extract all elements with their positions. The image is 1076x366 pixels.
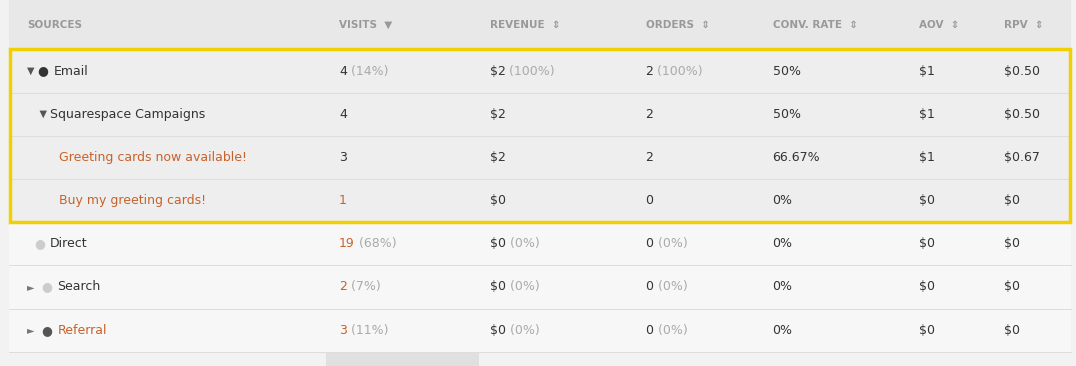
Text: ▼: ▼ — [27, 66, 34, 76]
Text: (0%): (0%) — [653, 237, 688, 250]
Text: 2: 2 — [646, 151, 653, 164]
Text: $0: $0 — [1004, 280, 1020, 294]
Text: $0.67: $0.67 — [1004, 151, 1039, 164]
Text: ▼: ▼ — [27, 109, 49, 119]
Text: ●: ● — [27, 237, 49, 250]
Text: $1: $1 — [919, 108, 935, 121]
Text: 0%: 0% — [773, 280, 793, 294]
Text: REVENUE  ⇕: REVENUE ⇕ — [490, 20, 561, 30]
Text: 50%: 50% — [773, 108, 801, 121]
Text: SOURCES: SOURCES — [27, 20, 82, 30]
Text: AOV  ⇕: AOV ⇕ — [919, 20, 960, 30]
Text: 1: 1 — [339, 194, 346, 207]
Text: $0: $0 — [490, 324, 506, 337]
Text: $0.50: $0.50 — [1004, 108, 1039, 121]
Text: $0: $0 — [1004, 237, 1020, 250]
Text: Buy my greeting cards!: Buy my greeting cards! — [27, 194, 206, 207]
Text: (100%): (100%) — [506, 64, 555, 78]
Text: $1: $1 — [919, 64, 935, 78]
Text: $0: $0 — [490, 280, 506, 294]
Text: (14%): (14%) — [346, 64, 388, 78]
FancyBboxPatch shape — [9, 0, 1071, 49]
Text: (0%): (0%) — [506, 237, 539, 250]
Text: RPV  ⇕: RPV ⇕ — [1004, 20, 1044, 30]
Text: 0: 0 — [646, 324, 653, 337]
Text: ●: ● — [34, 64, 54, 78]
Text: $0: $0 — [490, 237, 506, 250]
Text: 50%: 50% — [773, 64, 801, 78]
Text: $0: $0 — [919, 280, 935, 294]
Text: Search: Search — [57, 280, 100, 294]
Text: 0: 0 — [646, 280, 653, 294]
Text: (100%): (100%) — [653, 64, 703, 78]
Text: Direct: Direct — [49, 237, 87, 250]
Text: 4: 4 — [339, 108, 346, 121]
Text: $0: $0 — [1004, 324, 1020, 337]
Text: Referral: Referral — [57, 324, 107, 337]
Text: 3: 3 — [339, 324, 346, 337]
Text: $0: $0 — [919, 237, 935, 250]
Text: (0%): (0%) — [506, 280, 539, 294]
FancyBboxPatch shape — [9, 265, 1071, 309]
Text: $2: $2 — [490, 108, 506, 121]
Text: ●: ● — [34, 324, 57, 337]
Text: 0: 0 — [646, 237, 653, 250]
Text: VISITS  ▼: VISITS ▼ — [339, 20, 392, 30]
FancyBboxPatch shape — [9, 222, 1071, 265]
Text: $0: $0 — [490, 194, 506, 207]
Text: Email: Email — [54, 64, 88, 78]
Text: ORDERS  ⇕: ORDERS ⇕ — [646, 20, 709, 30]
Text: CONV. RATE  ⇕: CONV. RATE ⇕ — [773, 20, 858, 30]
FancyBboxPatch shape — [9, 93, 1071, 136]
Text: (7%): (7%) — [346, 280, 381, 294]
Text: Squarespace Campaigns: Squarespace Campaigns — [49, 108, 206, 121]
Text: $0: $0 — [919, 194, 935, 207]
Text: (0%): (0%) — [653, 324, 688, 337]
Text: $0: $0 — [1004, 194, 1020, 207]
Text: (0%): (0%) — [653, 280, 688, 294]
Text: 0: 0 — [646, 194, 653, 207]
Text: (11%): (11%) — [346, 324, 388, 337]
Text: 4: 4 — [339, 64, 346, 78]
Text: Greeting cards now available!: Greeting cards now available! — [27, 151, 246, 164]
FancyBboxPatch shape — [326, 0, 479, 366]
Text: $0.50: $0.50 — [1004, 64, 1039, 78]
Text: 2: 2 — [646, 108, 653, 121]
FancyBboxPatch shape — [9, 309, 1071, 352]
Text: 19: 19 — [339, 237, 355, 250]
FancyBboxPatch shape — [9, 179, 1071, 222]
Text: $2: $2 — [490, 151, 506, 164]
Text: (68%): (68%) — [355, 237, 396, 250]
Text: 3: 3 — [339, 151, 346, 164]
Text: $1: $1 — [919, 151, 935, 164]
FancyBboxPatch shape — [9, 49, 1071, 93]
Text: $0: $0 — [919, 324, 935, 337]
Text: (0%): (0%) — [506, 324, 539, 337]
Text: 0%: 0% — [773, 194, 793, 207]
Text: ►: ► — [27, 325, 34, 335]
Text: 2: 2 — [646, 64, 653, 78]
Text: 0%: 0% — [773, 237, 793, 250]
Text: ►: ► — [27, 282, 34, 292]
Text: 2: 2 — [339, 280, 346, 294]
Text: ●: ● — [34, 280, 57, 294]
Text: 66.67%: 66.67% — [773, 151, 820, 164]
Text: 0%: 0% — [773, 324, 793, 337]
Text: $2: $2 — [490, 64, 506, 78]
FancyBboxPatch shape — [9, 136, 1071, 179]
